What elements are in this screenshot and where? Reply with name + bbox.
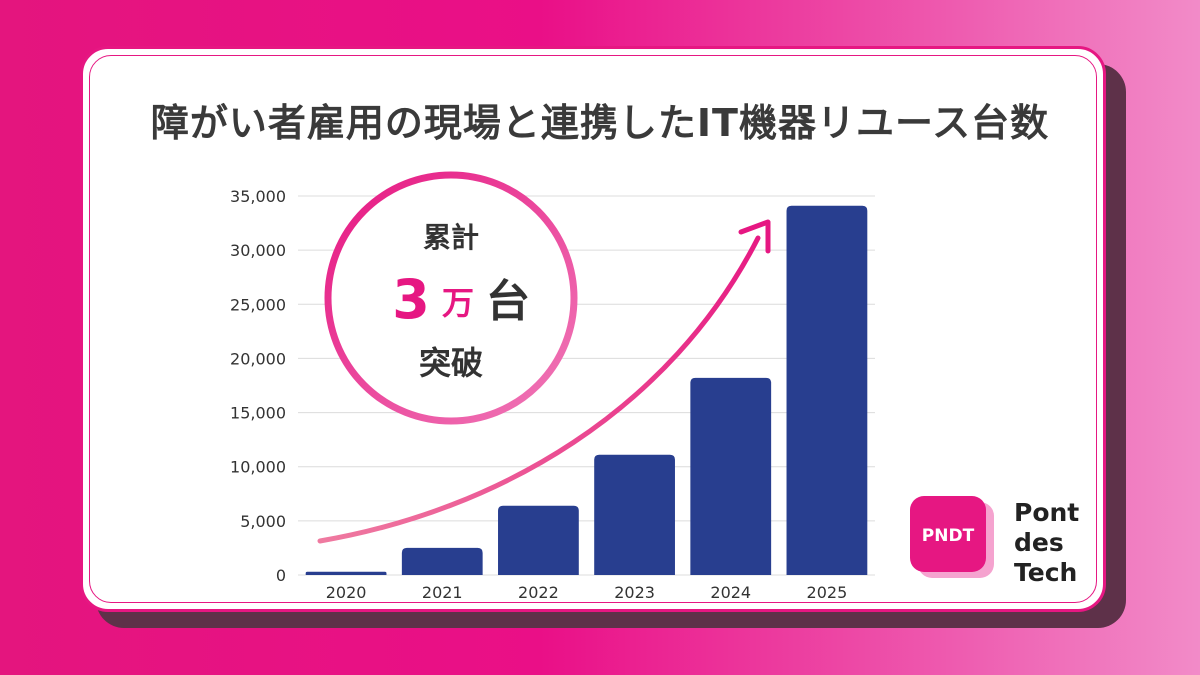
y-tick-label: 20,000 (230, 349, 286, 368)
logo-line2: des (1014, 528, 1064, 557)
x-tick-label: 2022 (518, 583, 559, 602)
x-axis-ticks: 2020 2021 2022 2023 2024 2025 (326, 583, 848, 602)
badge-unit-small: 万 (442, 284, 474, 322)
logo-line1: Pont (1014, 498, 1080, 527)
grid-lines (298, 195, 875, 576)
x-tick-label: 2025 (807, 583, 848, 602)
logo-mark: PNDT (922, 526, 975, 546)
bar-2022 (498, 505, 579, 575)
y-tick-label: 25,000 (230, 295, 286, 314)
badge-number: 3 (392, 268, 430, 331)
y-tick-label: 15,000 (230, 404, 286, 423)
y-tick-label: 0 (276, 566, 286, 585)
bar-2020 (305, 571, 387, 575)
badge-unit: 台 (486, 276, 530, 327)
x-tick-label: 2023 (614, 583, 655, 602)
bars (305, 205, 868, 575)
y-tick-label: 30,000 (230, 241, 286, 260)
y-tick-label: 35,000 (230, 187, 286, 206)
logo-wordmark: Pont des Tech (1014, 498, 1079, 588)
bar-2023 (594, 454, 675, 575)
pndt-logo: PNDT (910, 496, 996, 582)
badge-line3: 突破 (419, 344, 483, 382)
x-tick-label: 2024 (710, 583, 751, 602)
badge-line1: 累計 (423, 221, 479, 254)
x-tick-label: 2020 (326, 583, 367, 602)
bar-2024 (690, 377, 772, 575)
bar-2025 (786, 205, 868, 575)
y-tick-label: 5,000 (240, 512, 286, 531)
bar-2021 (401, 547, 483, 575)
total-badge: 累計 3 万 台 突破 (324, 171, 578, 425)
trend-arrow (317, 219, 771, 544)
logo-line3: Tech (1014, 558, 1078, 587)
y-axis-ticks: 0 5,000 10,000 15,000 20,000 25,000 30,000 35,0… (230, 187, 286, 585)
y-tick-label: 10,000 (230, 458, 286, 477)
chart-title: 障がい者雇用の現場と連携したIT機器リユース台数 (150, 101, 1050, 145)
x-tick-label: 2021 (422, 583, 463, 602)
